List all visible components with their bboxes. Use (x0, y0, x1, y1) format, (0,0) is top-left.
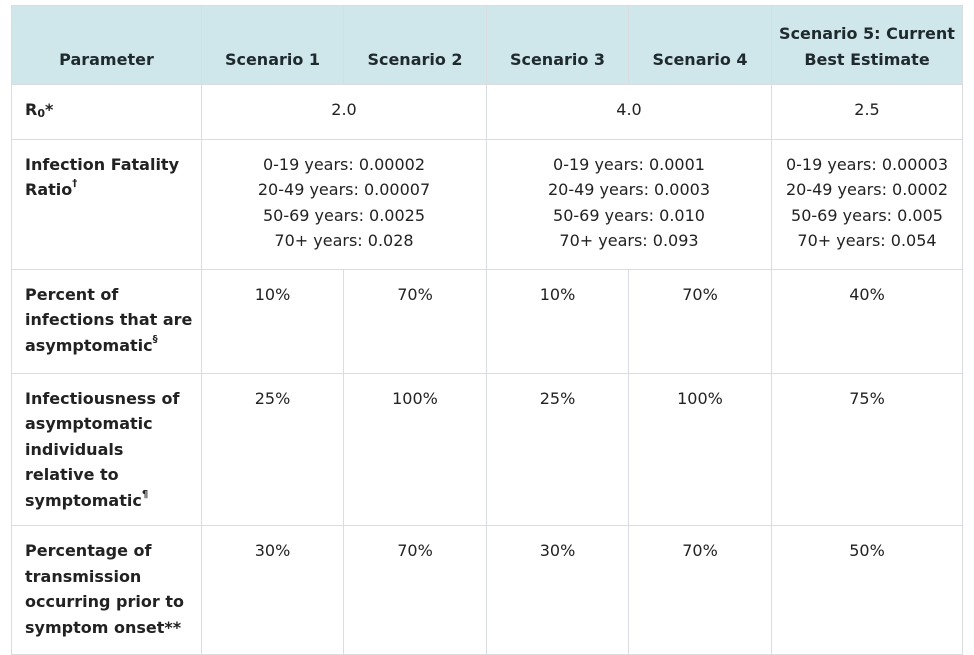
asym-scenario-4: 70% (628, 268, 772, 374)
trans-scenario-4: 70% (628, 525, 772, 655)
param-label-r0: R0* (11, 84, 202, 140)
param-label-asymptomatic: Percent of infections that are asymptoma… (11, 268, 202, 374)
table-row-asymptomatic: Percent of infections that are asymptoma… (11, 268, 963, 374)
param-label-transmission: Percentage of transmission occurring pri… (11, 525, 202, 655)
ifr-s5-line-50-69: 50-69 years: 0.005 (791, 205, 943, 225)
ifr-s5-line-0-19: 0-19 years: 0.00003 (785, 154, 949, 174)
header-scenario-2: Scenario 2 (343, 5, 487, 85)
infect-scenario-5: 75% (771, 372, 963, 526)
asymptomatic-label: Percent of infections that are asymptoma… (25, 284, 193, 355)
trans-scenario-3: 30% (486, 525, 629, 655)
table-row-ifr: Infection Fatality Ratio† 0-19 years: 0.… (11, 138, 963, 270)
infectiousness-label: Infectiousness of asymptomatic individua… (25, 388, 180, 510)
header-scenario-4: Scenario 4 (628, 5, 772, 85)
ifr-scenario-1-2: 0-19 years: 0.00002 20-49 years: 0.00007… (201, 138, 487, 270)
trans-scenario-1: 30% (201, 525, 344, 655)
table-body: R0* 2.0 4.0 2.5 Infection Fatality Ratio… (11, 84, 963, 655)
infectiousness-footnote-mark: ¶ (141, 488, 149, 500)
scenario-parameters-table: Parameter Scenario 1 Scenario 2 Scenario… (11, 5, 963, 655)
ifr-s34-line-70plus: 70+ years: 0.093 (559, 231, 699, 250)
header-scenario-3: Scenario 3 (486, 5, 629, 85)
r0-label-main: R (25, 100, 38, 119)
transmission-label: Percentage of transmission occurring pri… (25, 541, 184, 637)
r0-footnote-mark: * (44, 100, 54, 119)
table-row-infectiousness: Infectiousness of asymptomatic individua… (11, 372, 963, 526)
asym-scenario-2: 70% (343, 268, 487, 374)
ifr-s12-line-0-19: 0-19 years: 0.00002 (262, 154, 426, 174)
ifr-label: Infection Fatality Ratio (25, 154, 180, 200)
header-row: Parameter Scenario 1 Scenario 2 Scenario… (11, 5, 963, 85)
ifr-s34-line-50-69: 50-69 years: 0.010 (553, 205, 705, 225)
ifr-s34-line-20-49: 20-49 years: 0.0003 (547, 180, 711, 199)
ifr-scenario-3-4: 0-19 years: 0.0001 20-49 years: 0.0003 5… (486, 138, 772, 270)
trans-scenario-5: 50% (771, 525, 963, 655)
ifr-s12-line-20-49: 20-49 years: 0.00007 (257, 180, 431, 199)
transmission-footnote-mark: ** (164, 617, 182, 637)
r0-scenario-3-4: 4.0 (486, 84, 772, 140)
asym-scenario-5: 40% (771, 268, 963, 374)
table-header: Parameter Scenario 1 Scenario 2 Scenario… (11, 5, 963, 85)
table-row-r0: R0* 2.0 4.0 2.5 (11, 84, 963, 140)
ifr-s5-line-70plus: 70+ years: 0.054 (797, 231, 937, 250)
header-scenario-5: Scenario 5: Current Best Estimate (771, 5, 963, 85)
ifr-s34-line-0-19: 0-19 years: 0.0001 (553, 154, 705, 174)
scenario-table-container: Parameter Scenario 1 Scenario 2 Scenario… (11, 5, 963, 655)
ifr-s12-line-50-69: 50-69 years: 0.0025 (262, 205, 426, 225)
asym-scenario-1: 10% (201, 268, 344, 374)
asym-scenario-3: 10% (486, 268, 629, 374)
table-row-transmission: Percentage of transmission occurring pri… (11, 525, 963, 655)
ifr-scenario-5: 0-19 years: 0.00003 20-49 years: 0.0002 … (771, 138, 963, 270)
r0-label-subscript: 0 (37, 107, 45, 120)
r0-scenario-1-2: 2.0 (201, 84, 487, 140)
header-parameter: Parameter (11, 5, 202, 85)
trans-scenario-2: 70% (343, 525, 487, 655)
ifr-s5-line-20-49: 20-49 years: 0.0002 (785, 180, 949, 199)
ifr-s12-line-70plus: 70+ years: 0.028 (274, 231, 414, 250)
infect-scenario-3: 25% (486, 372, 629, 526)
asymptomatic-footnote-mark: § (152, 333, 158, 345)
infect-scenario-1: 25% (201, 372, 344, 526)
header-scenario-1: Scenario 1 (201, 5, 344, 85)
infect-scenario-2: 100% (343, 372, 487, 526)
ifr-footnote-mark: † (72, 178, 78, 189)
r0-scenario-5: 2.5 (771, 84, 963, 140)
infect-scenario-4: 100% (628, 372, 772, 526)
param-label-ifr: Infection Fatality Ratio† (11, 138, 202, 270)
param-label-infectiousness: Infectiousness of asymptomatic individua… (11, 372, 202, 526)
